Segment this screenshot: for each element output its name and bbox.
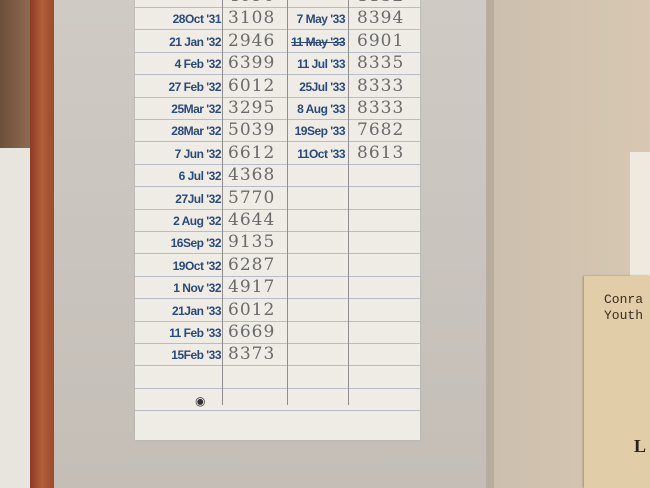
borrower-number: 5770 xyxy=(228,187,276,208)
due-date: 25Mar '32 xyxy=(171,102,221,116)
row-rule xyxy=(135,253,420,255)
due-date: 21Jan '33 xyxy=(171,303,222,318)
due-date: 7 Jun '32 xyxy=(174,146,222,161)
due-date: 11Oct '33 xyxy=(297,146,345,161)
row-rule xyxy=(135,343,420,344)
row-rule xyxy=(135,29,420,31)
row-rule xyxy=(135,51,420,53)
due-date: 19Sep '33 xyxy=(294,124,346,139)
borrower-number: 8373 xyxy=(228,344,276,365)
borrower-number: 8335 xyxy=(357,53,405,74)
row-rule xyxy=(135,387,420,389)
borrower-number: 9135 xyxy=(228,232,276,253)
due-date: 4 Feb '32 xyxy=(174,57,222,72)
column-divider xyxy=(348,0,349,405)
borrower-number: 3295 xyxy=(228,98,276,118)
borrower-number: 8394 xyxy=(357,8,405,29)
card-pocket: Conra Youth L xyxy=(584,276,650,488)
borrower-number: 6669 xyxy=(228,322,276,342)
borrower-number: 6901 xyxy=(357,30,405,51)
due-date: 1 Nov '32 xyxy=(173,281,221,296)
borrower-number: 6399 xyxy=(228,53,276,74)
book-spine xyxy=(30,0,54,488)
stamp-mark-icon: ◉ xyxy=(195,394,206,408)
borrower-number: 6012 xyxy=(228,299,276,320)
borrower-number: 5039 xyxy=(228,120,276,141)
row-rule xyxy=(135,208,420,210)
due-date: 28Oct '31 xyxy=(172,12,222,27)
borrower-number: 7682 xyxy=(357,120,405,141)
date-due-slip: 4090 28Oct '31 3108 21 Jan '32 2946 4 Feb '32… xyxy=(135,0,420,440)
due-date: 8 Aug '33 xyxy=(297,102,345,116)
borrower-number: 1132 xyxy=(357,0,404,7)
due-date: 27 Feb '32 xyxy=(168,79,221,94)
borrower-number: 4090 xyxy=(228,0,275,7)
row-rule xyxy=(135,7,420,8)
due-date: 16Sep '32 xyxy=(170,236,222,251)
due-date: 27Jul '32 xyxy=(175,191,221,206)
due-date: 28Mar '32 xyxy=(171,124,221,139)
borrower-number: 3108 xyxy=(228,8,276,29)
row-rule xyxy=(135,365,420,367)
borrower-number: 6287 xyxy=(228,254,276,275)
row-rule xyxy=(135,74,420,76)
due-date: 2 Aug '32 xyxy=(173,214,221,228)
row-rule xyxy=(135,320,420,322)
column-divider xyxy=(287,0,288,405)
due-date: 15Feb '33 xyxy=(171,348,221,363)
borrower-number: 8613 xyxy=(357,142,405,163)
due-date: 11 Jul '33 xyxy=(297,57,345,72)
borrower-number: 4368 xyxy=(228,165,276,186)
borrower-number: 4917 xyxy=(228,277,276,298)
row-rule xyxy=(135,163,420,165)
borrower-number: 6012 xyxy=(228,75,276,96)
row-rule xyxy=(135,186,420,188)
due-date: 6 Jul '32 xyxy=(178,169,222,184)
due-date: 19Oct '32 xyxy=(172,258,222,273)
borrower-number: 2946 xyxy=(228,30,276,51)
due-date: 25Jul '33 xyxy=(299,79,345,94)
due-date: 11 Feb '33 xyxy=(169,326,221,340)
due-date: 21 Jan '32 xyxy=(169,34,221,49)
index-card-tab xyxy=(630,152,650,282)
borrower-number: 8333 xyxy=(357,75,405,96)
pocket-label: Conra Youth xyxy=(604,292,644,323)
row-rule xyxy=(135,96,420,98)
row-rule xyxy=(135,141,420,143)
borrower-number: 4644 xyxy=(228,210,276,230)
borrower-number: 6612 xyxy=(228,142,276,163)
row-rule xyxy=(135,231,420,232)
column-divider xyxy=(222,0,223,405)
pocket-letter: L xyxy=(634,436,647,456)
row-rule xyxy=(135,275,420,277)
due-date: 11 May '33 xyxy=(291,34,345,49)
row-rule xyxy=(135,298,420,300)
due-date: 7 May '33 xyxy=(296,12,346,27)
borrower-number: 8333 xyxy=(357,98,405,118)
book-gutter xyxy=(486,0,494,488)
row-rule xyxy=(135,410,420,412)
row-rule xyxy=(135,119,420,120)
